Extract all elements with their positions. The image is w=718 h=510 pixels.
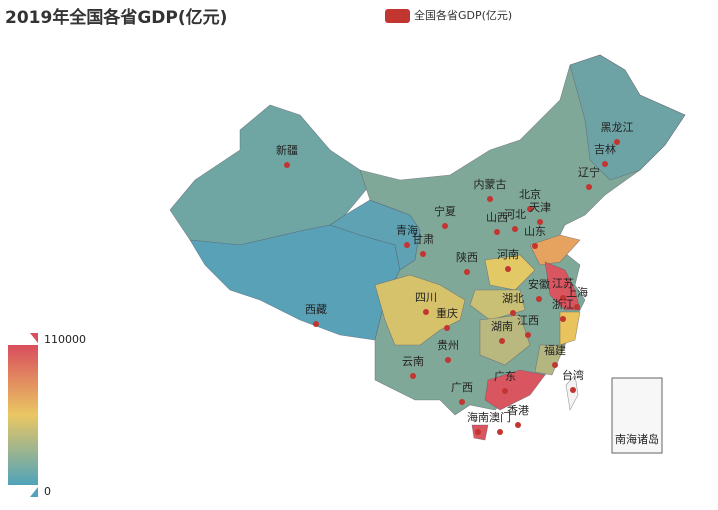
province-marker [445, 357, 451, 363]
province-label: 安徽 [528, 277, 550, 291]
province-label: 香港 [507, 404, 529, 417]
inset-box [611, 377, 663, 454]
region[interactable] [484, 254, 536, 291]
province-label: 北京 [519, 187, 541, 201]
region[interactable] [544, 261, 581, 311]
title: 2019年全国各省GDP(亿元) [5, 7, 227, 28]
province-label: 湖南 [491, 320, 513, 333]
province-marker [570, 387, 576, 393]
province-marker [560, 316, 566, 322]
province-label: 甘肃 [412, 233, 434, 246]
region[interactable] [529, 234, 581, 266]
province-label: 内蒙古 [474, 177, 507, 191]
province-marker [313, 321, 319, 327]
province-label: 河南 [497, 248, 519, 261]
province-label: 江苏 [552, 277, 574, 290]
province-marker [512, 226, 518, 232]
province-label: 辽宁 [578, 165, 600, 179]
province-marker [502, 388, 508, 394]
province-label: 陕西 [456, 250, 478, 264]
province-label: 海南 [467, 410, 489, 424]
province-label: 江西 [517, 314, 539, 327]
province-marker [602, 161, 608, 167]
region[interactable] [374, 274, 466, 346]
province-marker [574, 304, 580, 310]
province-marker [459, 399, 465, 405]
province-marker [527, 206, 533, 212]
province-label: 天津 [529, 201, 551, 214]
province-label: 黑龙江 [601, 121, 634, 134]
province-label: 浙江 [552, 298, 574, 311]
province-marker [510, 310, 516, 316]
province-label: 澳门 [489, 410, 511, 424]
visual-map-handle[interactable] [30, 487, 38, 497]
visual-map-bar[interactable] [8, 345, 38, 485]
province-marker [505, 266, 511, 272]
region[interactable] [569, 54, 686, 181]
province-marker [586, 184, 592, 190]
province-label: 湖北 [502, 292, 524, 305]
province-marker [464, 269, 470, 275]
visual-map-max: 110000 [44, 333, 86, 346]
province-marker [475, 429, 481, 435]
province-marker [423, 309, 429, 315]
province-label: 山西 [486, 211, 508, 224]
province-marker [537, 219, 543, 225]
province-marker [410, 373, 416, 379]
province-marker [404, 242, 410, 248]
legend-swatch[interactable] [385, 9, 410, 23]
inset-label: 南海诸岛 [615, 432, 659, 446]
region[interactable] [534, 344, 566, 376]
province-label: 贵州 [437, 339, 459, 352]
province-marker [284, 162, 290, 168]
province-label: 河北 [504, 208, 526, 221]
visual-map-handle[interactable] [30, 333, 38, 343]
province-marker [487, 196, 493, 202]
province-label: 青海 [396, 223, 418, 237]
province-label: 山东 [524, 225, 546, 238]
legend-label[interactable]: 全国各省GDP(亿元) [414, 8, 512, 22]
map-regions [169, 54, 686, 441]
province-marker [525, 332, 531, 338]
province-marker [444, 325, 450, 331]
province-marker [499, 338, 505, 344]
province-marker [536, 296, 542, 302]
province-label: 西藏 [305, 303, 327, 316]
visual-map-min: 0 [44, 485, 51, 498]
province-label: 宁夏 [434, 204, 456, 218]
province-label: 上海 [566, 285, 588, 299]
province-label: 重庆 [436, 306, 458, 320]
province-label: 广西 [451, 381, 473, 394]
province-label: 四川 [415, 291, 437, 304]
province-label: 云南 [402, 355, 424, 368]
province-marker [442, 223, 448, 229]
province-label: 新疆 [276, 143, 298, 157]
province-label: 吉林 [594, 142, 616, 156]
province-label: 台湾 [562, 368, 584, 382]
province-marker [420, 251, 426, 257]
province-label: 福建 [544, 343, 566, 357]
province-marker [494, 229, 500, 235]
province-label: 广东 [494, 370, 516, 383]
province-marker [515, 422, 521, 428]
province-marker [614, 139, 620, 145]
region[interactable] [484, 369, 546, 411]
province-marker [532, 243, 538, 249]
province-marker [552, 362, 558, 368]
province-marker [497, 429, 503, 435]
province-marker [560, 295, 566, 301]
